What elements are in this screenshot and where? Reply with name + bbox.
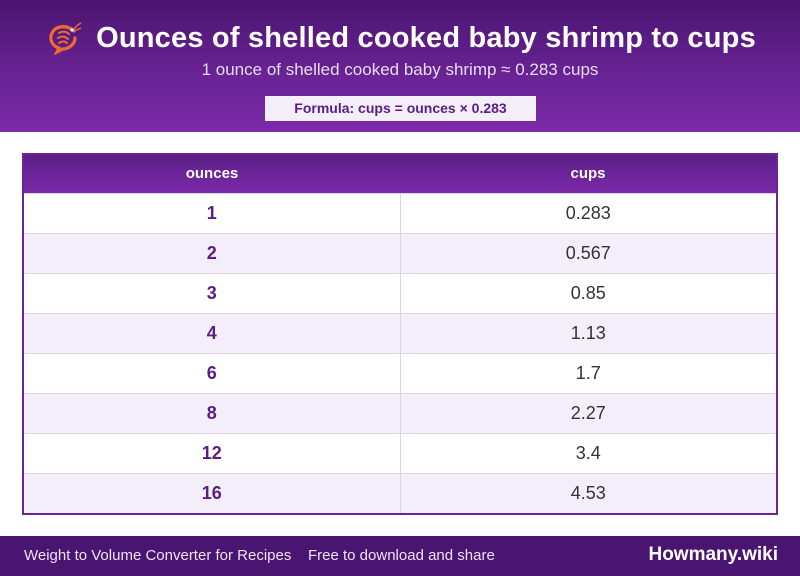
table-row: 6 1.7 bbox=[24, 352, 776, 393]
footer-converter-text: Weight to Volume Converter for Recipes bbox=[24, 547, 292, 564]
table-row: 12 3.4 bbox=[24, 432, 776, 473]
cups-cell: 2.27 bbox=[400, 392, 776, 433]
cups-cell: 0.567 bbox=[400, 232, 776, 273]
formula-badge: Formula: cups = ounces × 0.283 bbox=[265, 96, 536, 121]
footer-share-text: Free to download and share bbox=[308, 547, 495, 564]
table-row: 3 0.85 bbox=[24, 272, 776, 313]
ounces-cell: 16 bbox=[24, 472, 401, 513]
cups-cell: 0.283 bbox=[400, 192, 776, 233]
ounces-cell: 12 bbox=[24, 432, 401, 473]
header-banner: Ounces of shelled cooked baby shrimp to … bbox=[0, 0, 800, 132]
column-header-cups: cups bbox=[570, 165, 606, 183]
ounces-cell: 8 bbox=[24, 392, 401, 433]
cups-cell: 1.7 bbox=[400, 352, 776, 393]
cups-cell: 1.13 bbox=[400, 312, 776, 353]
brand-logo[interactable]: Howmany.wiki bbox=[648, 544, 778, 565]
page-subtitle: 1 ounce of shelled cooked baby shrimp ≈ … bbox=[201, 60, 599, 79]
ounces-cell: 4 bbox=[24, 312, 401, 353]
cups-cell: 0.85 bbox=[400, 272, 776, 313]
table-row: 4 1.13 bbox=[24, 312, 776, 353]
table-row: 1 0.283 bbox=[24, 192, 776, 233]
table-row: 16 4.53 bbox=[24, 472, 776, 513]
footer-bar: Weight to Volume Converter for Recipes F… bbox=[0, 536, 800, 576]
shrimp-icon bbox=[49, 22, 82, 55]
ounces-cell: 6 bbox=[24, 352, 401, 393]
conversion-table: ounces cups 1 0.283 2 0.567 3 0.85 4 1.1… bbox=[22, 153, 778, 515]
cups-cell: 3.4 bbox=[400, 432, 776, 473]
ounces-cell: 1 bbox=[24, 192, 401, 233]
ounces-cell: 2 bbox=[24, 232, 401, 273]
ounces-cell: 3 bbox=[24, 272, 401, 313]
title-row: Ounces of shelled cooked baby shrimp to … bbox=[0, 18, 800, 58]
column-header-ounces: ounces bbox=[185, 165, 239, 183]
table-row: 8 2.27 bbox=[24, 392, 776, 433]
table-row: 2 0.567 bbox=[24, 232, 776, 273]
cups-cell: 4.53 bbox=[400, 472, 776, 513]
table-header-row: ounces cups bbox=[24, 155, 776, 193]
page-title: Ounces of shelled cooked baby shrimp to … bbox=[96, 21, 756, 54]
